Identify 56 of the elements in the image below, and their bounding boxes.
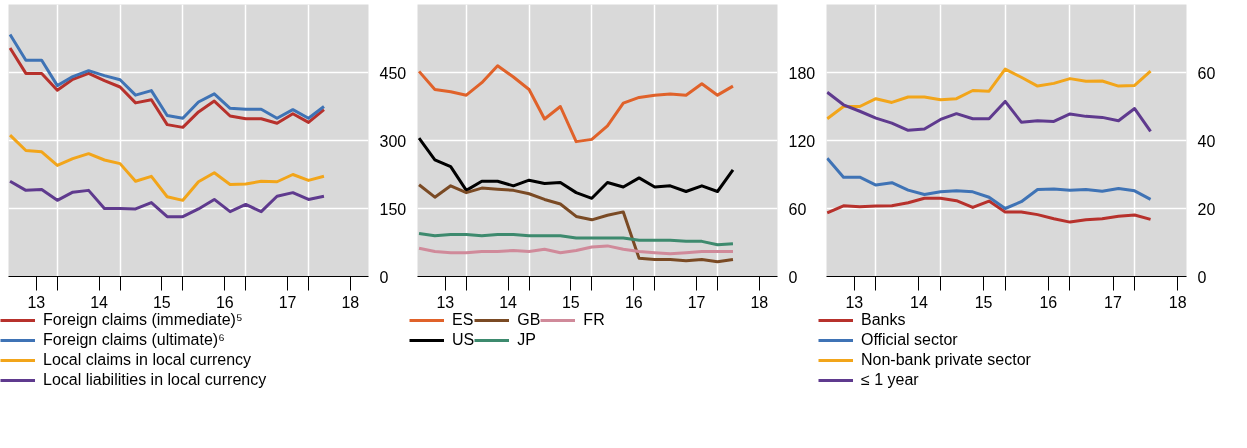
line-series bbox=[8, 46, 326, 129]
x-tick-label: 14 bbox=[90, 293, 109, 311]
line-series bbox=[417, 231, 735, 247]
line-series bbox=[826, 156, 1153, 210]
x-tick-label: 16 bbox=[1039, 293, 1058, 311]
y-tick-label: 0 bbox=[1197, 268, 1207, 286]
legend-label: Official sector bbox=[861, 330, 958, 350]
line-series bbox=[826, 90, 1153, 133]
y-tick-label: 0 bbox=[379, 268, 389, 286]
legend-label: Banks bbox=[861, 310, 906, 330]
y-tick-label: 0 bbox=[788, 268, 798, 286]
y-tick-label: 60 bbox=[1197, 64, 1216, 82]
y-tick-label: 180 bbox=[788, 64, 816, 82]
legend-label: ES bbox=[452, 310, 474, 330]
x-tick-label: 18 bbox=[750, 293, 769, 311]
y-tick-label: 60 bbox=[788, 200, 807, 218]
x-tick-label: 13 bbox=[27, 293, 46, 311]
y-tick-label: 120 bbox=[788, 132, 816, 150]
x-tick-label: 13 bbox=[845, 293, 864, 311]
x-tick-label: 17 bbox=[687, 293, 706, 311]
x-tick-label: 18 bbox=[341, 293, 360, 311]
y-tick-label: 20 bbox=[1197, 200, 1216, 218]
line-series bbox=[417, 183, 735, 264]
legend-label: Local claims in local currency bbox=[43, 350, 252, 370]
x-tick-label: 18 bbox=[1168, 293, 1187, 311]
x-tick-label: 14 bbox=[499, 293, 518, 311]
line-series bbox=[417, 64, 735, 144]
y-tick-label: 300 bbox=[379, 132, 407, 150]
y-tick-label: 150 bbox=[379, 200, 407, 218]
line-series bbox=[826, 67, 1153, 121]
legend-label: US bbox=[452, 330, 475, 350]
line-series bbox=[417, 244, 735, 256]
x-tick-label: 16 bbox=[624, 293, 643, 311]
legend-label: Foreign claims (ultimate)⁶ bbox=[43, 330, 225, 350]
x-tick-label: 15 bbox=[974, 293, 993, 311]
y-tick-label: 40 bbox=[1197, 132, 1216, 150]
x-tick-label: 15 bbox=[561, 293, 580, 311]
x-tick-label: 13 bbox=[436, 293, 455, 311]
legend-label: GB bbox=[517, 310, 541, 330]
line-series bbox=[8, 179, 326, 219]
legend-label: FR bbox=[583, 310, 605, 330]
y-tick-label: 450 bbox=[379, 64, 407, 82]
x-tick-label: 17 bbox=[278, 293, 297, 311]
legend-label: Local liabilities in local currency bbox=[43, 370, 267, 390]
legend-label: ≤ 1 year bbox=[861, 370, 919, 390]
legend-label: JP bbox=[517, 330, 537, 350]
line-series bbox=[417, 136, 735, 200]
line-series bbox=[8, 133, 326, 202]
x-tick-label: 15 bbox=[152, 293, 171, 311]
x-tick-label: 17 bbox=[1104, 293, 1123, 311]
legend-label: Non-bank private sector bbox=[861, 350, 1031, 370]
legend-label: Foreign claims (immediate)⁵ bbox=[43, 310, 243, 330]
x-tick-label: 16 bbox=[215, 293, 234, 311]
x-tick-label: 14 bbox=[910, 293, 928, 311]
line-series bbox=[8, 32, 326, 120]
line-series bbox=[826, 196, 1153, 224]
